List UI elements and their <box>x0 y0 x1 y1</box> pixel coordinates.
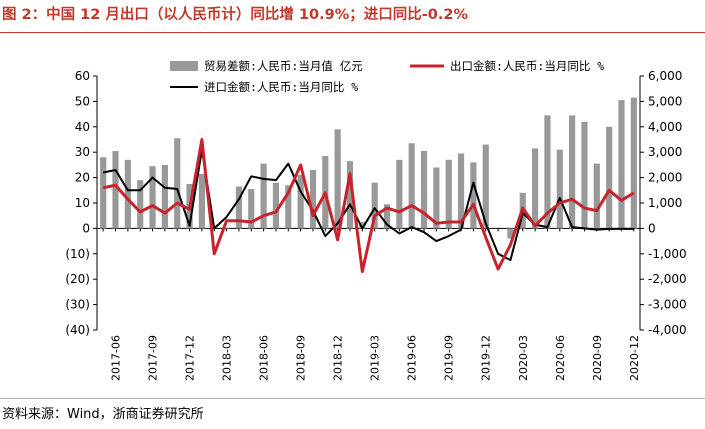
trade-balance-bar <box>235 186 243 229</box>
x-axis-tick-label: 2019-09 <box>443 335 456 381</box>
legend-label-trade-balance: 贸易差额:人民币:当月值 亿元 <box>204 59 363 73</box>
right-axis-tick-label: 1,000 <box>648 196 682 210</box>
trade-balance-bar <box>544 115 551 229</box>
trade-balance-bar <box>260 163 267 229</box>
right-axis-tick-label: -3,000 <box>648 298 687 312</box>
x-axis-tick-label: 2020-06 <box>554 335 567 381</box>
trade-balance-bar <box>457 153 465 229</box>
trade-balance-bar <box>174 138 181 229</box>
trade-balance-bar <box>593 163 600 229</box>
trade-balance-bar <box>420 150 428 229</box>
left-axis-tick-label: 50 <box>75 94 90 108</box>
trade-balance-bar <box>371 182 378 229</box>
x-axis-tick-label: 2020-03 <box>517 335 530 381</box>
trade-balance-bar <box>618 100 625 229</box>
trade-balance-bar <box>482 144 489 229</box>
left-axis-tick-label: 10 <box>75 196 90 210</box>
legend-swatch-trade-balance <box>170 61 198 71</box>
trade-balance-bar <box>346 161 354 229</box>
trade-balance-bar <box>297 175 304 229</box>
tick-labels: (40) (30) (20) (10) 0 10 20 30 40 50 60 -4,000 -3,00… <box>65 69 686 381</box>
figure-title: 图 2：中国 12 月出口（以人民币计）同比增 10.9%；进口同比-0.2% <box>2 7 468 23</box>
chart-legend: 贸易差额:人民币:当月值 亿元 出口金额:人民币:当月同比 % 进口金额:人民币:当… <box>170 59 604 94</box>
x-axis-tick-label: 2018-03 <box>221 335 234 381</box>
x-axis-tick-label: 2019-03 <box>369 335 382 381</box>
trade-balance-bar <box>569 115 576 229</box>
export-yoy-line <box>102 138 635 274</box>
legend-label-export: 出口金额:人民币:当月同比 % <box>450 59 604 73</box>
x-axis-tick-label: 2018-06 <box>258 335 271 381</box>
x-axis-tick-label: 2017-09 <box>147 335 160 381</box>
trade-balance-bar <box>445 159 452 229</box>
trade-balance-bar <box>556 149 563 229</box>
trade-balance-bar <box>149 166 156 229</box>
x-axis-tick-label: 2018-09 <box>295 335 308 381</box>
trade-balance-bar <box>198 173 205 229</box>
right-axis-tick-label: 5,000 <box>648 94 682 108</box>
trade-balance-bar <box>532 148 539 229</box>
import-yoy-line <box>102 148 634 262</box>
left-axis-tick-label: 40 <box>75 120 90 134</box>
trade-balance-bar <box>272 182 280 229</box>
trade-balance-bar <box>396 159 403 229</box>
trade-balance-bar <box>470 162 477 229</box>
left-axis-tick-label: (10) <box>65 247 90 261</box>
x-axis-tick-label: 2020-12 <box>628 335 641 381</box>
left-axis-tick-label: 30 <box>75 145 90 159</box>
right-axis-tick-label: -4,000 <box>648 323 687 337</box>
trade-balance-bar <box>124 159 131 229</box>
trade-balance-bar <box>137 180 144 229</box>
trade-balance-bar <box>309 169 317 229</box>
x-axis-tick-label: 2017-06 <box>110 335 123 381</box>
trade-chart: (40) (30) (20) (10) 0 10 20 30 40 50 60 -4,000 -3,00… <box>65 59 686 381</box>
trade-balance-bar <box>383 204 391 229</box>
source-note: 资料来源：Wind，浙商证券研究所 <box>2 407 204 422</box>
line-series <box>102 138 635 274</box>
right-axis-tick-label: 2,000 <box>648 171 682 185</box>
left-axis-tick-label: 0 <box>82 221 90 235</box>
left-axis-tick-label: 60 <box>75 69 90 83</box>
trade-balance-bar <box>433 167 440 229</box>
trade-balance-bar <box>334 129 341 229</box>
trade-balance-bar <box>248 189 255 229</box>
left-axis-tick-label: 20 <box>75 171 90 185</box>
trade-balance-bar <box>285 185 292 229</box>
title-divider <box>0 32 705 33</box>
trade-balance-bar <box>100 157 107 229</box>
legend-label-import: 进口金额:人民币:当月同比 % <box>204 80 358 94</box>
x-axis-tick-label: 2018-12 <box>332 335 345 381</box>
x-axis-tick-label: 2020-09 <box>591 335 604 381</box>
trade-balance-bar <box>161 164 168 229</box>
left-axis-tick-label: (40) <box>65 323 90 337</box>
trade-balance-bar <box>408 143 415 229</box>
right-axis-tick-label: 4,000 <box>648 120 682 134</box>
trade-balance-bar <box>630 97 637 229</box>
x-axis-tick-label: 2019-06 <box>406 335 419 381</box>
trade-balance-bar <box>606 126 613 229</box>
right-axis-tick-label: -1,000 <box>648 247 687 261</box>
right-axis-tick-label: 6,000 <box>648 69 682 83</box>
x-axis-tick-label: 2019-12 <box>480 335 493 381</box>
left-axis-tick-label: (30) <box>65 298 90 312</box>
trade-balance-bar <box>223 228 230 229</box>
trade-balance-bar <box>359 222 366 229</box>
footer-divider <box>0 398 705 399</box>
right-axis-tick-label: 3,000 <box>648 145 682 159</box>
trade-balance-bar <box>112 150 119 229</box>
right-axis-tick-label: 0 <box>648 221 656 235</box>
trade-balance-bar <box>507 228 514 239</box>
trade-balance-bar <box>581 121 588 229</box>
left-axis-tick-label: (20) <box>65 272 90 286</box>
x-axis-tick-label: 2017-12 <box>184 335 197 381</box>
right-axis-tick-label: -2,000 <box>648 272 687 286</box>
